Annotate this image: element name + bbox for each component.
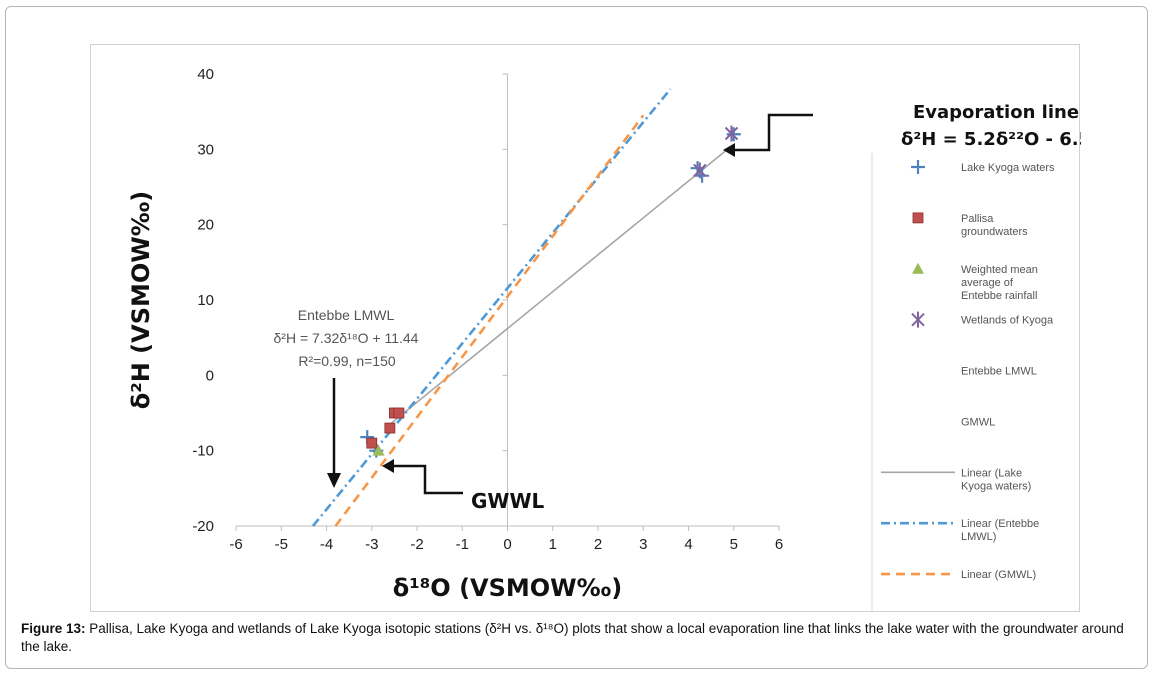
data-point — [393, 407, 405, 419]
data-point — [366, 437, 378, 449]
y-tick-label: 20 — [197, 217, 214, 234]
y-tick-label: -10 — [192, 443, 214, 460]
figure-frame: -6 -5 -4 -3 -2 -1 0 1 2 3 4 5 6 -20 -10 0 10 20 30 40 δ¹⁸O (… — [5, 6, 1148, 669]
x-tick-label: 0 — [503, 536, 511, 553]
legend-label: GMWL — [961, 416, 995, 428]
x-tick-label: 3 — [639, 536, 647, 553]
lmwl-arrowhead — [327, 473, 341, 488]
x-tick-label: -1 — [456, 536, 469, 553]
evaporation-line-label: δ²H = 5.2δ²²O - 6.5 — [901, 129, 1081, 150]
legend-label: Pallisa groundwaters — [961, 213, 1028, 238]
x-tick-label: -2 — [410, 536, 423, 553]
y-tick-label: 40 — [197, 66, 214, 83]
legend-label: Linear (Lake Kyoga waters) — [961, 467, 1031, 492]
evaporation-line-label: Evaporation line — [913, 102, 1079, 123]
x-axis-title: δ¹⁸O (VSMOW‰) — [393, 574, 622, 602]
data-point — [695, 168, 710, 183]
trend-line — [311, 88, 672, 527]
trend-line — [334, 114, 645, 527]
evaporation-arrowhead — [723, 143, 735, 157]
gwwl-arrowhead — [382, 459, 394, 473]
x-tick-label: -3 — [365, 536, 378, 553]
x-tick-label: -5 — [275, 536, 288, 553]
x-tick-label: 4 — [684, 536, 692, 553]
evaporation-arrow — [731, 113, 813, 152]
legend-label: Weighted mean average of Entebbe rainfall — [961, 264, 1038, 302]
chart-area: -6 -5 -4 -3 -2 -1 0 1 2 3 4 5 6 -20 -10 0 10 20 30 40 δ¹⁸O (… — [90, 44, 1081, 612]
x-tick-label: 5 — [730, 536, 738, 553]
legend-label: Entebbe LMWL — [961, 366, 1037, 378]
data-point — [372, 444, 385, 456]
caption-label: Figure 13: — [21, 621, 86, 636]
trend-line — [384, 147, 730, 429]
x-tick-label: 1 — [549, 536, 557, 553]
legend-marker — [911, 160, 925, 174]
legend-label: Linear (Entebbe LMWL) — [961, 518, 1039, 543]
lmwl-label: Entebbe LMWL — [298, 307, 395, 323]
legend-label: Lake Kyoga waters — [961, 162, 1055, 174]
gwwl-label: GWWL — [471, 489, 545, 513]
y-tick-label: -20 — [192, 518, 214, 535]
figure-caption: Figure 13: Pallisa, Lake Kyoga and wetla… — [21, 620, 1136, 656]
x-tick-label: -4 — [320, 536, 333, 553]
caption-text: Pallisa, Lake Kyoga and wetlands of Lake… — [21, 621, 1124, 654]
x-tick-label: -6 — [229, 536, 242, 553]
y-tick-label: 0 — [206, 367, 214, 384]
x-tick-label: 6 — [775, 536, 783, 553]
data-point — [693, 162, 707, 179]
lmwl-label: R²=0.99, n=150 — [298, 353, 396, 369]
y-tick-label: 10 — [197, 292, 214, 309]
y-tick-label: 30 — [197, 141, 214, 158]
legend-marker — [912, 212, 924, 224]
gwwl-arrow — [391, 464, 463, 495]
data-point — [724, 125, 739, 142]
y-axis-title: δ²H (VSMOW‰) — [127, 191, 155, 410]
legend-label: Wetlands of Kyoga — [961, 315, 1054, 327]
data-point — [384, 422, 396, 434]
data-point — [726, 127, 741, 142]
legend-marker — [911, 311, 925, 328]
x-tick-label: 2 — [594, 536, 602, 553]
legend-label: Linear (GMWL) — [961, 569, 1036, 581]
lmwl-label: δ²H = 7.32δ¹⁸O + 11.44 — [274, 330, 419, 346]
legend-marker — [912, 262, 924, 274]
